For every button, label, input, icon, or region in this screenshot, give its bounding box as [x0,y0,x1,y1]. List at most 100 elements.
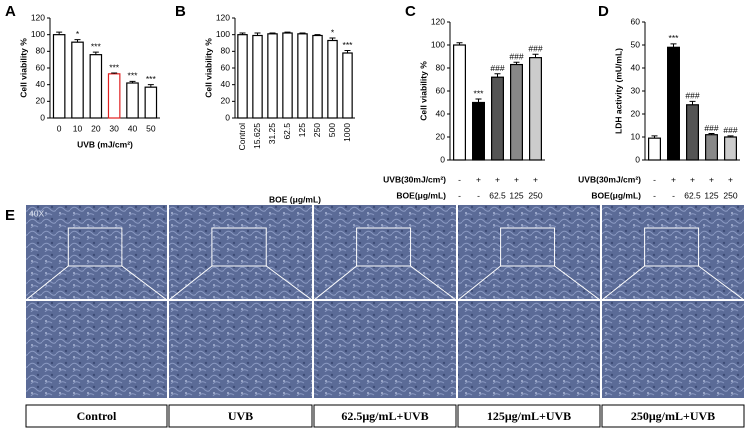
y-tick-label: 100 [31,29,45,39]
row-value: - [653,174,656,184]
bar [667,46,680,161]
significance: ### [704,123,718,133]
error-bar [689,100,696,105]
row-value: 125 [704,190,718,200]
x-tick-label: 40 [128,123,138,133]
y-axis-label: Cell viability % [18,38,28,98]
y-tick-label: 40 [36,79,46,89]
micrograph [314,205,456,299]
bar [282,32,293,119]
x-tick-label: 500 [327,123,337,137]
significance: ### [509,52,523,62]
bar [252,34,263,119]
row-value: + [533,174,538,184]
zoom-lines [313,265,457,301]
micrograph [458,205,600,299]
error-bar [111,72,118,74]
error-bar [299,32,306,34]
row-value: + [495,174,500,184]
bar [529,57,542,161]
y-tick-label: 100 [431,39,445,49]
y-tick-label: 60 [221,62,231,72]
significance: ### [685,91,699,101]
significance: ### [723,125,737,135]
zoom-lines [457,265,601,301]
row-value: 125 [509,190,523,200]
row-value: - [458,190,461,200]
y-tick-label: 20 [436,131,446,141]
bar [453,44,466,161]
y-tick-label: 0 [225,112,230,122]
error-bar [494,73,501,78]
error-bar [651,135,658,139]
x-tick-label: 0 [57,123,62,133]
bar [472,101,485,161]
significance: * [76,29,80,39]
y-tick-label: 30 [631,85,641,95]
row-value: 62.5 [489,190,506,200]
y-axis-label: Cell viability % [418,61,428,121]
error-bar [532,53,539,58]
significance: *** [343,40,354,50]
x-tick-label: 31.25 [267,123,277,145]
significance: *** [669,33,680,43]
row-value: 62.5 [684,190,701,200]
significance: *** [91,41,102,51]
condition-label: 62.5μg/mL+UVB [341,409,428,423]
error-bar [314,34,321,36]
x-tick-label: Control [237,123,247,151]
y-tick-label: 120 [431,16,445,26]
y-axis-label: Cell viability % [203,38,213,98]
row-value: 250 [723,190,737,200]
bar [312,34,323,119]
micrograph [169,205,312,299]
x-tick-label: 30 [109,123,119,133]
significance: * [331,27,335,37]
panel-letter: C [405,3,416,20]
y-tick-label: 80 [436,62,446,72]
y-tick-label: 10 [631,131,641,141]
zoom-box [356,227,412,267]
error-bar [254,32,261,36]
error-bar [284,31,291,33]
bar [144,86,158,119]
bar [327,39,338,119]
row-value: - [672,190,675,200]
label-box [25,404,168,428]
zoom-box [644,227,700,267]
y-tick-label: 60 [631,16,641,26]
significance: *** [109,62,120,72]
significance: ### [490,63,504,73]
micrograph-zoom [458,301,600,398]
bar [705,134,718,161]
row-value: - [458,174,461,184]
label-box [457,404,601,428]
y-tick-label: 20 [221,96,231,106]
error-bar [92,51,99,55]
y-tick-label: 50 [631,39,641,49]
condition-label: 250μg/mL+UVB [631,409,715,423]
micrograph-zoom [602,301,744,398]
bar [724,136,737,161]
bar [342,52,353,119]
bar [297,33,308,119]
label-box [168,404,313,428]
condition-label: UVB [228,409,253,423]
error-bar [475,98,482,103]
bar [126,82,139,119]
magnification: 40X [29,208,44,218]
micrograph-zoom [169,301,312,398]
x-axis-label: BOE (μg/mL) [269,194,321,204]
condition-label: Control [77,409,117,423]
row-label: BOE(μg/mL) [396,190,446,200]
zoom-box [67,227,123,267]
y-tick-label: 20 [36,96,46,106]
y-tick-label: 40 [436,108,446,118]
micrograph [602,205,744,299]
significance: *** [146,74,157,84]
panel-letter: D [598,3,609,20]
error-bar [74,39,81,43]
error-bar [329,37,336,41]
row-value: + [476,174,481,184]
